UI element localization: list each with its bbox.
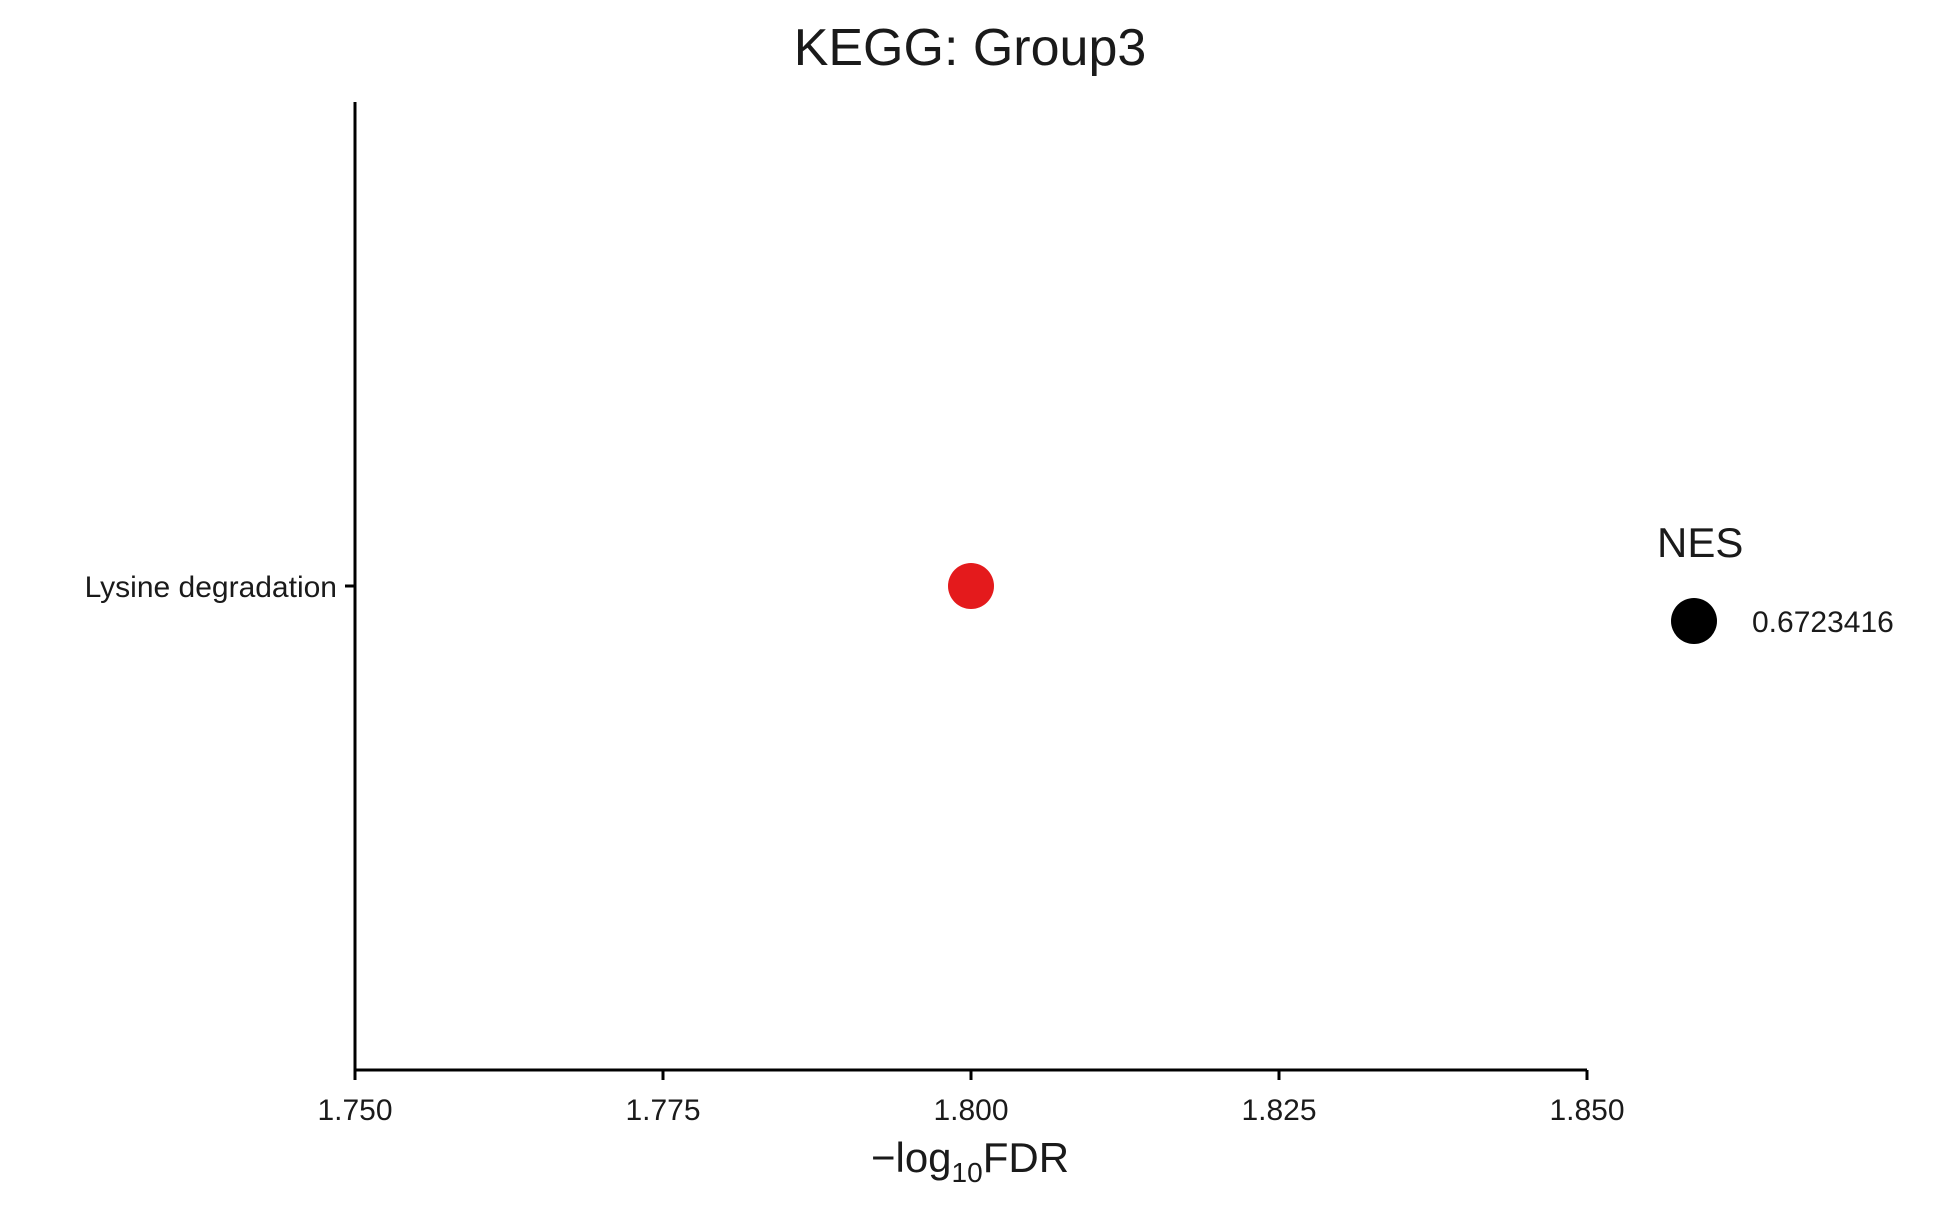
legend-entries: 0.6723416 bbox=[1671, 598, 1894, 644]
x-axis-title: −log10FDR bbox=[871, 1134, 1069, 1188]
plot-area bbox=[948, 563, 994, 609]
x-tick-label: 1.825 bbox=[1241, 1094, 1316, 1127]
data-point bbox=[948, 563, 994, 609]
x-axis-title-subscript: 10 bbox=[952, 1157, 983, 1188]
legend: NES 0.6723416 bbox=[1657, 519, 1894, 644]
legend-key bbox=[1671, 598, 1717, 644]
x-tick-label: 1.850 bbox=[1549, 1094, 1624, 1127]
x-tick-label: 1.750 bbox=[317, 1094, 392, 1127]
y-axis-ticks: Lysine degradation bbox=[85, 571, 355, 604]
legend-title: NES bbox=[1657, 519, 1743, 566]
x-axis-title-suffix: FDR bbox=[983, 1134, 1069, 1181]
x-axis-ticks: 1.750 1.775 1.800 1.825 1.850 bbox=[317, 1070, 1625, 1127]
legend-label: 0.6723416 bbox=[1752, 606, 1894, 639]
x-tick-label: 1.775 bbox=[625, 1094, 700, 1127]
chart-title: KEGG: Group3 bbox=[794, 19, 1147, 77]
x-axis-title-prefix: −log bbox=[871, 1134, 952, 1181]
y-tick-label: Lysine degradation bbox=[85, 571, 337, 604]
x-tick-label: 1.800 bbox=[933, 1094, 1008, 1127]
